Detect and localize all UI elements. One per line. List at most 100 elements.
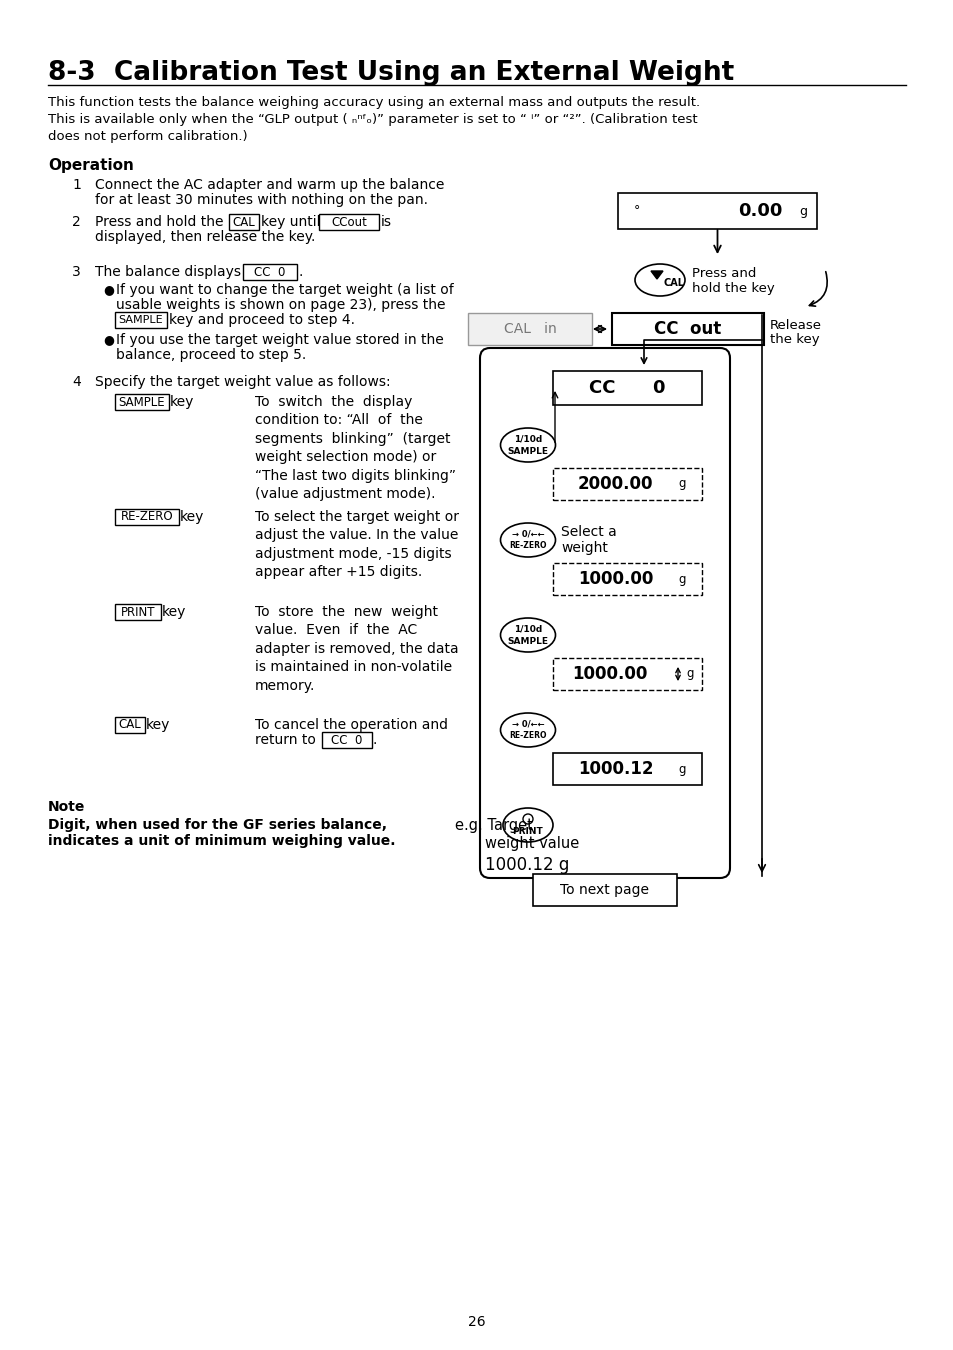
FancyBboxPatch shape xyxy=(618,193,816,230)
Text: 8-3  Calibration Test Using an External Weight: 8-3 Calibration Test Using an External W… xyxy=(48,59,734,86)
Ellipse shape xyxy=(635,265,684,296)
FancyBboxPatch shape xyxy=(243,265,296,279)
Text: is: is xyxy=(380,215,392,230)
Text: ●: ● xyxy=(103,333,113,346)
Text: 1: 1 xyxy=(71,178,81,192)
Text: ●: ● xyxy=(103,284,113,296)
Text: CC      0: CC 0 xyxy=(589,379,665,397)
FancyBboxPatch shape xyxy=(553,753,701,784)
FancyBboxPatch shape xyxy=(468,313,592,346)
Text: weight: weight xyxy=(560,541,607,555)
Text: To  store  the  new  weight
value.  Even  if  the  AC
adapter is removed, the da: To store the new weight value. Even if t… xyxy=(254,605,458,693)
Text: 1000.00: 1000.00 xyxy=(578,570,653,589)
Text: Operation: Operation xyxy=(48,158,133,173)
FancyBboxPatch shape xyxy=(612,313,763,346)
Text: To  switch  the  display
condition to: “All  of  the
segments  blinking”  (targe: To switch the display condition to: “All… xyxy=(254,396,456,501)
Text: → 0/←←: → 0/←← xyxy=(511,720,544,729)
Text: Note: Note xyxy=(48,801,85,814)
Text: CAL: CAL xyxy=(233,216,255,228)
Text: Release: Release xyxy=(769,319,821,332)
Text: Specify the target weight value as follows:: Specify the target weight value as follo… xyxy=(95,375,390,389)
Polygon shape xyxy=(650,271,662,279)
Text: SAMPLE: SAMPLE xyxy=(118,396,165,409)
Text: g: g xyxy=(678,478,685,490)
Text: key until: key until xyxy=(261,215,320,230)
Text: To cancel the operation and: To cancel the operation and xyxy=(254,718,448,732)
FancyBboxPatch shape xyxy=(553,468,701,500)
Ellipse shape xyxy=(502,809,553,842)
Text: °: ° xyxy=(634,204,639,217)
Text: 1/10d: 1/10d xyxy=(514,625,541,633)
Text: 1/10d: 1/10d xyxy=(514,435,541,444)
Text: the key: the key xyxy=(769,333,819,346)
Text: hold the key: hold the key xyxy=(691,282,774,296)
FancyBboxPatch shape xyxy=(553,563,701,595)
FancyBboxPatch shape xyxy=(115,509,179,525)
Text: 3: 3 xyxy=(71,265,81,279)
Text: SAMPLE: SAMPLE xyxy=(507,636,548,645)
Text: RE-ZERO: RE-ZERO xyxy=(509,541,546,551)
Text: key: key xyxy=(170,396,194,409)
FancyBboxPatch shape xyxy=(229,215,258,230)
Text: g: g xyxy=(685,667,693,680)
Text: 1000.12: 1000.12 xyxy=(578,760,653,778)
Text: weight value: weight value xyxy=(484,836,578,850)
Text: This function tests the balance weighing accuracy using an external mass and out: This function tests the balance weighing… xyxy=(48,96,700,109)
Text: Digit, when used for the GF series balance,: Digit, when used for the GF series balan… xyxy=(48,818,387,832)
Text: key: key xyxy=(162,605,186,620)
Ellipse shape xyxy=(500,618,555,652)
Text: balance, proceed to step 5.: balance, proceed to step 5. xyxy=(116,348,306,362)
Text: does not perform calibration.): does not perform calibration.) xyxy=(48,130,248,143)
Text: for at least 30 minutes with nothing on the pan.: for at least 30 minutes with nothing on … xyxy=(95,193,428,207)
Ellipse shape xyxy=(500,522,555,558)
Ellipse shape xyxy=(500,428,555,462)
Text: Press and: Press and xyxy=(691,267,756,279)
Text: Press and hold the: Press and hold the xyxy=(95,215,223,230)
Text: CC  out: CC out xyxy=(654,320,720,338)
Text: Connect the AC adapter and warm up the balance: Connect the AC adapter and warm up the b… xyxy=(95,178,444,192)
Text: 1000.00: 1000.00 xyxy=(571,666,646,683)
FancyBboxPatch shape xyxy=(115,603,161,620)
Ellipse shape xyxy=(500,713,555,747)
Text: Select a: Select a xyxy=(560,525,616,539)
Text: RE-ZERO: RE-ZERO xyxy=(509,732,546,741)
Text: 2000.00: 2000.00 xyxy=(578,475,653,493)
Text: .: . xyxy=(373,733,377,747)
Text: g: g xyxy=(678,763,685,775)
FancyBboxPatch shape xyxy=(318,215,378,230)
Text: → 0/←←: → 0/←← xyxy=(511,529,544,539)
Text: If you use the target weight value stored in the: If you use the target weight value store… xyxy=(116,333,443,347)
Text: To select the target weight or
adjust the value. In the value
adjustment mode, -: To select the target weight or adjust th… xyxy=(254,510,458,579)
FancyBboxPatch shape xyxy=(115,312,167,328)
Text: PRINT: PRINT xyxy=(512,826,543,836)
FancyBboxPatch shape xyxy=(115,717,145,733)
Text: g: g xyxy=(678,572,685,586)
Text: 26: 26 xyxy=(468,1315,485,1328)
Text: SAMPLE: SAMPLE xyxy=(118,315,163,325)
Text: To next page: To next page xyxy=(560,883,649,896)
FancyBboxPatch shape xyxy=(533,873,677,906)
Text: e.g. Target: e.g. Target xyxy=(455,818,533,833)
FancyBboxPatch shape xyxy=(553,371,701,405)
Text: If you want to change the target weight (a list of: If you want to change the target weight … xyxy=(116,284,454,297)
FancyBboxPatch shape xyxy=(322,732,372,748)
Text: CAL: CAL xyxy=(663,278,684,288)
Text: 4: 4 xyxy=(71,375,81,389)
Text: RE-ZERO: RE-ZERO xyxy=(121,510,173,524)
FancyBboxPatch shape xyxy=(115,394,169,410)
Text: 2: 2 xyxy=(71,215,81,230)
Circle shape xyxy=(522,814,533,824)
Text: This is available only when the “GLP output ( ₙⁿᶠₒ)” parameter is set to “ ⁱ” or: This is available only when the “GLP out… xyxy=(48,113,697,126)
Text: PRINT: PRINT xyxy=(121,606,155,618)
Text: key: key xyxy=(146,718,171,732)
FancyBboxPatch shape xyxy=(479,348,729,878)
Text: indicates a unit of minimum weighing value.: indicates a unit of minimum weighing val… xyxy=(48,834,395,848)
Text: .: . xyxy=(298,265,303,279)
Text: CC  0: CC 0 xyxy=(254,266,285,278)
Text: g: g xyxy=(799,204,806,217)
Text: SAMPLE: SAMPLE xyxy=(507,447,548,455)
Text: 1000.12 g: 1000.12 g xyxy=(484,856,569,873)
Text: CAL: CAL xyxy=(118,718,141,732)
Text: return to: return to xyxy=(254,733,315,747)
Text: key and proceed to step 4.: key and proceed to step 4. xyxy=(169,313,355,327)
